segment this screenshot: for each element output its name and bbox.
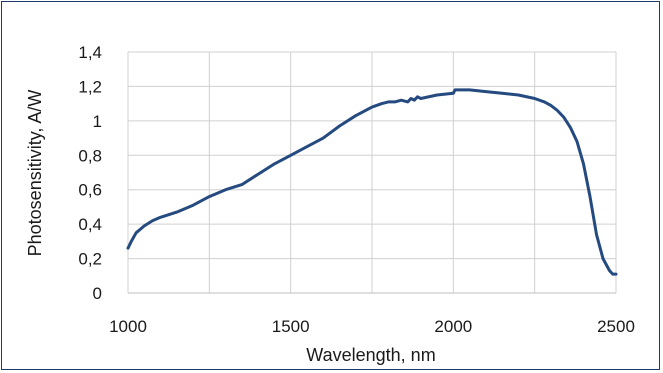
y-tick-label: 0,4 <box>78 215 102 234</box>
x-axis-title: Wavelength, nm <box>306 345 435 365</box>
y-tick-labels: 0 0,2 0,4 0,6 0,8 1 1,2 1,4 <box>78 43 102 303</box>
series-group <box>126 88 618 276</box>
series-line <box>126 88 618 276</box>
y-tick-label: 1 <box>93 112 102 131</box>
y-tick-label: 1,2 <box>78 77 102 96</box>
x-tick-labels: 1000 1500 2000 2500 <box>109 317 635 336</box>
x-tick-label: 2500 <box>597 317 635 336</box>
y-axis-title: Photosensitivity, A/W <box>25 90 45 257</box>
y-tick-label: 1,4 <box>78 43 102 62</box>
grid-lines <box>127 51 617 294</box>
y-tick-label: 0,6 <box>78 181 102 200</box>
y-tick-label: 0 <box>93 284 102 303</box>
y-tick-label: 0,8 <box>78 146 102 165</box>
x-tick-label: 2000 <box>434 317 472 336</box>
x-tick-label: 1500 <box>272 317 310 336</box>
y-tick-label: 0,2 <box>78 250 102 269</box>
x-tick-label: 1000 <box>109 317 147 336</box>
